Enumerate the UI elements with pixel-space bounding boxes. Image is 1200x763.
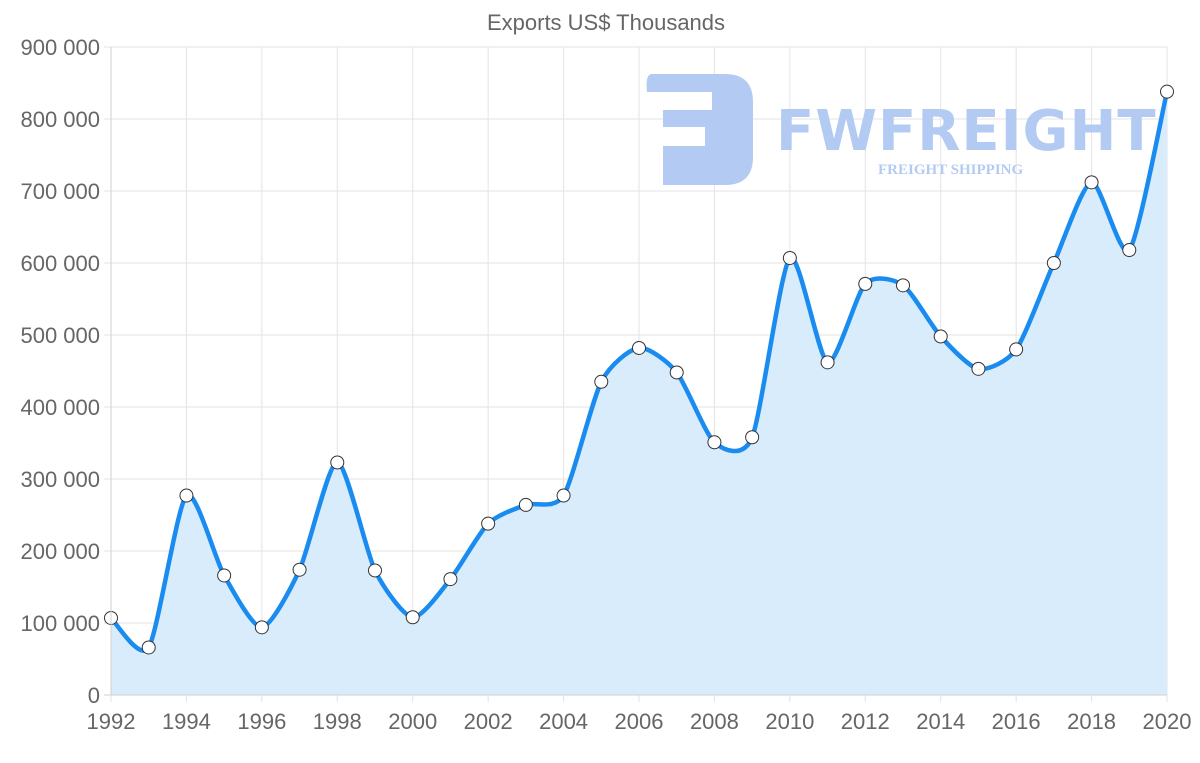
x-tick-label: 2016 — [992, 709, 1041, 734]
data-point-marker[interactable] — [782, 250, 797, 265]
y-axis-labels: 0 100 000 200 000 300 000 400 000 500 000 600 … — [20, 35, 100, 708]
data-point-marker[interactable] — [179, 488, 194, 503]
data-point-marker[interactable] — [669, 365, 684, 380]
watermark-tagline: FREIGHT SHIPPING — [878, 162, 1023, 178]
y-tick-label: 400 000 — [20, 395, 100, 420]
x-tick-label: 1994 — [162, 709, 211, 734]
data-point-marker[interactable] — [217, 568, 232, 583]
watermark-brand: FWFREIGHT — [776, 99, 1157, 164]
x-tick-label: 1992 — [87, 709, 136, 734]
data-point-marker[interactable] — [1122, 243, 1137, 258]
data-point-marker[interactable] — [368, 563, 382, 578]
data-point-marker[interactable] — [971, 361, 986, 376]
data-point-marker[interactable] — [254, 620, 269, 635]
y-tick-label: 500 000 — [20, 323, 100, 348]
x-tick-label: 2014 — [916, 709, 965, 734]
y-tick-label: 100 000 — [20, 611, 100, 636]
data-point-marker[interactable] — [745, 430, 760, 445]
data-point-marker[interactable] — [141, 640, 156, 655]
data-point-marker[interactable] — [443, 572, 458, 587]
y-tick-label: 800 000 — [20, 107, 100, 132]
x-axis-labels: 1992 1994 1996 1998 2000 2002 2004 2006 2008 2010… — [87, 709, 1192, 734]
data-point-marker[interactable] — [707, 435, 722, 450]
x-tick-label: 2004 — [539, 709, 588, 734]
data-point-marker[interactable] — [1160, 84, 1174, 99]
data-point-marker[interactable] — [330, 455, 345, 470]
x-tick-label: 1996 — [237, 709, 286, 734]
data-point-marker[interactable] — [820, 355, 835, 370]
y-tick-label: 600 000 — [20, 251, 100, 276]
x-tick-label: 2008 — [690, 709, 739, 734]
x-tick-label: 2012 — [841, 709, 890, 734]
data-point-marker[interactable] — [481, 516, 496, 531]
x-tick-label: 2018 — [1067, 709, 1116, 734]
x-tick-label: 1998 — [313, 709, 362, 734]
y-tick-label: 700 000 — [20, 179, 100, 204]
data-point-marker[interactable] — [858, 276, 873, 291]
x-tick-label: 2000 — [388, 709, 437, 734]
data-point-marker[interactable] — [1046, 256, 1061, 270]
y-tick-label: 200 000 — [20, 539, 100, 564]
data-point-marker[interactable] — [556, 488, 571, 503]
data-point-marker[interactable] — [896, 278, 910, 293]
data-points — [104, 84, 1174, 655]
x-tick-label: 2020 — [1143, 709, 1192, 734]
y-tick-label: 300 000 — [20, 467, 100, 492]
y-tick-label: 0 — [88, 683, 100, 708]
watermark-logo: FWFREIGHT FREIGHT SHIPPING — [646, 74, 1157, 185]
data-point-marker[interactable] — [594, 374, 609, 389]
x-tick-label: 2002 — [464, 709, 513, 734]
chart-title: Exports US$ Thousands — [487, 10, 725, 35]
data-point-marker[interactable] — [292, 562, 307, 577]
fwfreight-logo-icon — [646, 74, 753, 185]
area-fill — [111, 91, 1167, 695]
data-point-marker[interactable] — [518, 497, 533, 512]
y-tick-label: 900 000 — [20, 35, 100, 60]
data-point-marker[interactable] — [405, 610, 420, 625]
data-point-marker[interactable] — [632, 340, 646, 355]
data-point-marker[interactable] — [1009, 342, 1024, 357]
x-tick-label: 2006 — [615, 709, 664, 734]
data-point-marker[interactable] — [933, 329, 948, 344]
data-point-marker[interactable] — [1084, 175, 1099, 190]
x-tick-label: 2010 — [765, 709, 814, 734]
